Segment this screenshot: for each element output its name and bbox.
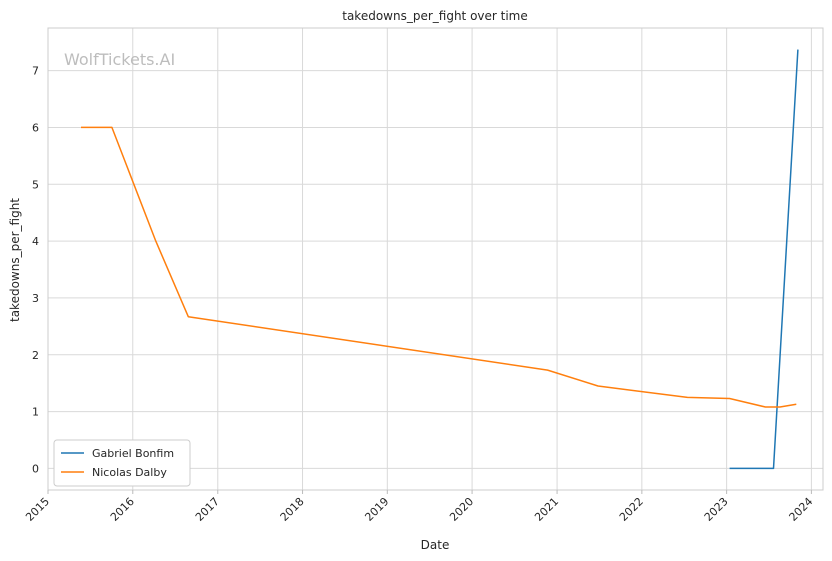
y-tick-label: 0 bbox=[32, 462, 39, 475]
watermark: WolfTickets.AI bbox=[64, 50, 175, 69]
plot-area: WolfTickets.AI bbox=[47, 27, 824, 491]
x-axis-label: Date bbox=[421, 538, 450, 552]
grid bbox=[47, 28, 823, 490]
y-tick-label: 2 bbox=[32, 349, 39, 362]
y-tick-label: 5 bbox=[32, 178, 39, 191]
y-tick-label: 6 bbox=[32, 121, 39, 134]
y-axis-label: takedowns_per_fight bbox=[8, 198, 22, 322]
plot-frame bbox=[47, 27, 824, 491]
y-tick-label: 4 bbox=[32, 235, 39, 248]
y-tick-label: 3 bbox=[32, 292, 39, 305]
legend: Gabriel Bonfim Nicolas Dalby bbox=[53, 439, 191, 487]
y-tick-label: 7 bbox=[32, 65, 39, 78]
series-line-gabriel-bonfim bbox=[729, 49, 799, 470]
legend-label-gabriel-bonfim: Gabriel Bonfim bbox=[92, 447, 174, 460]
legend-box bbox=[53, 439, 191, 487]
chart-title: takedowns_per_fight over time bbox=[342, 9, 528, 23]
series-lines bbox=[81, 49, 799, 470]
legend-label-nicolas-dalby: Nicolas Dalby bbox=[92, 466, 167, 479]
series-line-nicolas-dalby bbox=[81, 126, 797, 408]
plot-background bbox=[48, 28, 823, 490]
y-axis-ticks: 0 1 2 3 4 5 6 7 bbox=[32, 65, 39, 476]
y-tick-label: 1 bbox=[32, 406, 39, 419]
